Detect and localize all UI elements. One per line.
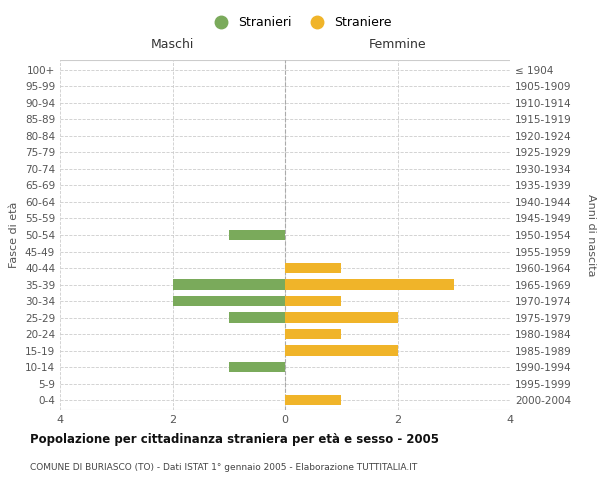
Bar	[285, 328, 341, 340]
Bar	[229, 230, 285, 240]
Text: Maschi: Maschi	[151, 38, 194, 51]
Y-axis label: Fasce di età: Fasce di età	[10, 202, 19, 268]
Bar	[285, 345, 398, 356]
Bar	[229, 312, 285, 323]
Text: COMUNE DI BURIASCO (TO) - Dati ISTAT 1° gennaio 2005 - Elaborazione TUTTITALIA.I: COMUNE DI BURIASCO (TO) - Dati ISTAT 1° …	[30, 462, 417, 471]
Bar	[285, 279, 454, 290]
Bar	[229, 362, 285, 372]
Bar	[285, 394, 341, 406]
Bar	[285, 262, 341, 274]
Y-axis label: Anni di nascita: Anni di nascita	[586, 194, 595, 276]
Bar	[173, 296, 285, 306]
Text: Popolazione per cittadinanza straniera per età e sesso - 2005: Popolazione per cittadinanza straniera p…	[30, 432, 439, 446]
Bar	[285, 296, 341, 306]
Text: Femmine: Femmine	[368, 38, 427, 51]
Legend: Stranieri, Straniere: Stranieri, Straniere	[203, 11, 397, 34]
Bar	[173, 279, 285, 290]
Bar	[285, 312, 398, 323]
